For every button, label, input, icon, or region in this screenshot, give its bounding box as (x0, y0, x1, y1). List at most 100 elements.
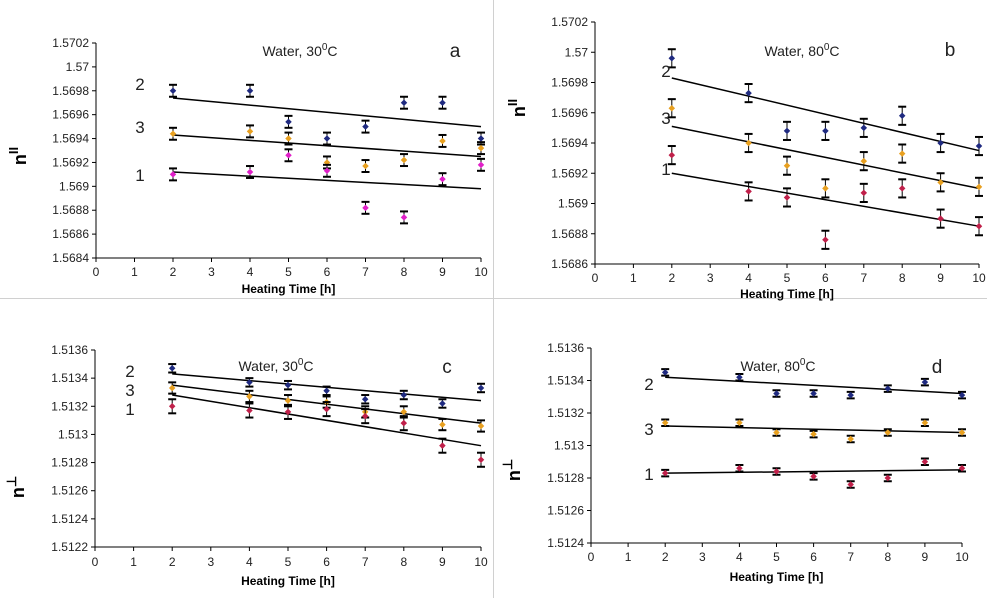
panel-divider-horizontal (0, 298, 987, 299)
data-point (439, 137, 446, 145)
x-axis-title: Heating Time [h] (740, 287, 834, 301)
series-label: 2 (661, 62, 670, 81)
data-point (400, 214, 408, 221)
y-axis-title: n⊥ (4, 476, 28, 498)
chart-title: Water, 300C (238, 357, 313, 374)
series-3 (661, 418, 966, 444)
data-point (958, 391, 966, 399)
data-point (168, 365, 176, 372)
y-axis-title-superscript: II (6, 147, 21, 154)
data-point (168, 384, 176, 392)
x-tick-label: 3 (707, 271, 714, 285)
series-1 (661, 457, 966, 489)
series-label: 1 (135, 166, 144, 185)
x-tick-label: 8 (884, 550, 891, 564)
x-tick-label: 10 (474, 265, 488, 279)
x-tick-label: 0 (592, 271, 599, 285)
series-2 (667, 48, 983, 157)
y-tick-label: 1.5694 (551, 136, 588, 150)
y-axis-title-base: n (10, 154, 30, 165)
x-tick-label: 3 (208, 265, 215, 279)
data-point (323, 387, 330, 395)
data-point (860, 189, 868, 197)
x-tick-label: 10 (955, 550, 969, 564)
data-point (246, 168, 254, 176)
y-tick-label: 1.5686 (551, 257, 588, 271)
y-tick-label: 1.5134 (547, 374, 584, 388)
y-tick-label: 1.5132 (547, 406, 584, 420)
x-tick-label: 4 (736, 550, 743, 564)
y-tick-label: 1.5696 (551, 106, 588, 120)
data-point (400, 99, 408, 106)
series-label: 3 (661, 109, 670, 128)
data-point (477, 422, 485, 430)
data-point (668, 151, 676, 159)
x-tick-label: 10 (972, 271, 986, 285)
x-tick-label: 9 (922, 550, 929, 564)
data-point (975, 183, 983, 191)
data-point (439, 421, 446, 428)
chart-title-superscript: 0 (322, 42, 328, 53)
y-tick-label: 1.569 (59, 179, 89, 193)
data-point (773, 429, 780, 436)
data-point (898, 185, 906, 192)
trend-line (671, 125, 980, 190)
chart-panel-d: 1.5124 1.5126 1.5128 1.513 1.5132 1.5134 1.513… (494, 299, 987, 598)
data-point (822, 236, 829, 244)
data-point (169, 87, 177, 95)
x-axis-title: Heating Time [h] (242, 282, 336, 296)
x-tick-label: 1 (625, 550, 632, 564)
y-tick-label: 1.5696 (52, 108, 89, 122)
data-point (361, 395, 369, 403)
y-tick-label: 1.57 (565, 45, 589, 59)
data-point (661, 369, 669, 376)
data-point (975, 222, 983, 230)
x-tick-label: 6 (822, 271, 829, 285)
data-point (285, 118, 292, 126)
data-point (745, 188, 752, 195)
panel-label: c (442, 357, 452, 378)
data-point (477, 161, 485, 169)
y-tick-label: 1.5136 (51, 343, 88, 357)
data-point (958, 464, 966, 472)
x-tick-label: 2 (662, 550, 669, 564)
data-point (860, 124, 868, 132)
x-tick-label: 7 (847, 550, 854, 564)
data-point (783, 194, 791, 201)
y-axis-title-superscript: II (505, 99, 520, 106)
x-tick-label: 0 (93, 265, 100, 279)
x-tick-label: 6 (324, 265, 331, 279)
series-label: 1 (125, 400, 134, 419)
data-point (362, 123, 369, 130)
series-label: 1 (644, 465, 653, 484)
y-tick-label: 1.5124 (547, 536, 584, 550)
data-point (937, 139, 944, 147)
y-tick-label: 1.5684 (52, 251, 89, 265)
y-axis-title: nII (505, 99, 529, 117)
y-tick-label: 1.5702 (551, 15, 588, 29)
data-point (898, 150, 906, 157)
trend-line (671, 77, 980, 152)
trend-line (671, 172, 980, 227)
y-tick-label: 1.5132 (51, 399, 88, 413)
y-tick-label: 1.5134 (51, 371, 88, 385)
data-point (884, 385, 892, 392)
y-axis-title-base: n (504, 470, 524, 481)
y-tick-label: 1.5686 (52, 227, 89, 241)
chart-b-svg: 1.5686 1.5688 1.569 1.5692 1.5694 1.5696 1.569… (505, 15, 986, 301)
chart-a-svg: 1.5684 1.5686 1.5688 1.569 1.5692 1.5694 1.569… (6, 36, 488, 296)
y-tick-label: 1.5124 (51, 512, 88, 526)
chart-title-main: Water, 80 (764, 43, 824, 59)
data-point (898, 112, 906, 120)
series-1 (168, 394, 485, 468)
data-point (661, 419, 669, 427)
x-tick-label: 8 (899, 271, 906, 285)
data-point (822, 127, 829, 135)
y-tick-label: 1.5128 (547, 471, 584, 485)
data-point (169, 171, 177, 178)
data-point (246, 379, 253, 386)
data-point (400, 419, 408, 427)
trend-line (172, 171, 482, 190)
data-point (884, 474, 892, 482)
y-tick-label: 1.5126 (547, 504, 584, 518)
